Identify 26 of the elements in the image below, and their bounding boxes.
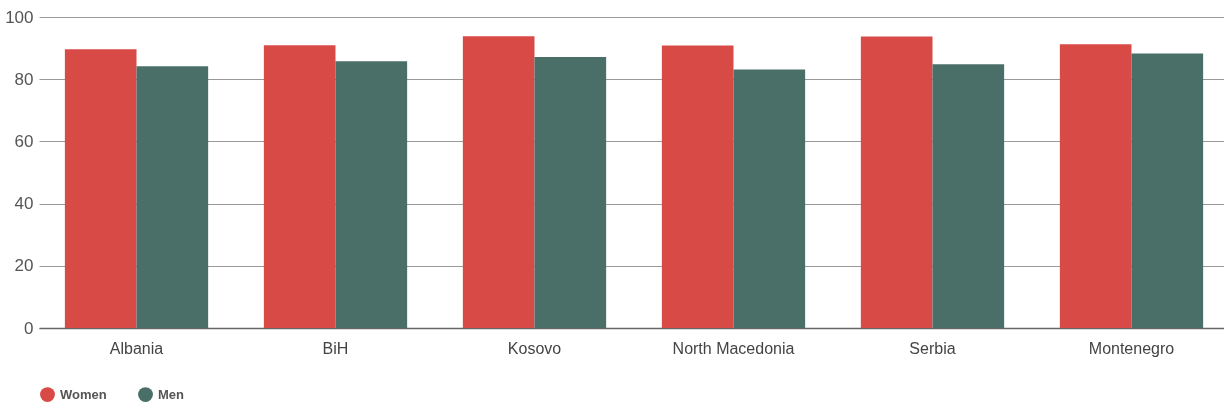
bar xyxy=(335,61,408,328)
bar xyxy=(661,45,734,328)
x-tick-label: BiH xyxy=(322,339,349,357)
x-tick-label: North Macedonia xyxy=(672,339,795,357)
bar xyxy=(136,66,209,328)
bar xyxy=(1131,53,1204,328)
bar xyxy=(64,49,137,328)
x-tick-label: Albania xyxy=(109,339,164,357)
bar xyxy=(932,64,1005,328)
bar xyxy=(263,45,336,328)
y-tick-label: 20 xyxy=(14,256,34,276)
legend-label: Men xyxy=(158,386,185,402)
y-tick-label: 80 xyxy=(14,69,34,89)
y-tick-label: 0 xyxy=(24,318,34,338)
bar xyxy=(1059,44,1132,328)
y-tick-label: 40 xyxy=(14,194,34,214)
x-tick-label: Montenegro xyxy=(1088,339,1175,357)
bar xyxy=(733,69,806,328)
y-tick-label: 100 xyxy=(5,7,34,27)
y-tick-label: 60 xyxy=(14,131,34,151)
x-tick-label: Serbia xyxy=(909,339,956,357)
bar xyxy=(860,36,933,328)
bar xyxy=(534,57,607,328)
legend-label: Women xyxy=(60,386,107,402)
bar xyxy=(462,36,535,328)
x-tick-label: Kosovo xyxy=(507,339,562,357)
